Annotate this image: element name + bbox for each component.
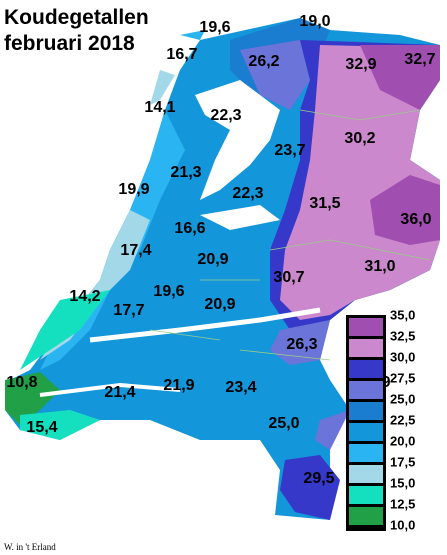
station-value: 19,6 [153,283,184,300]
station-value: 32,7 [404,51,435,68]
title-line: Koudegetallen [4,6,149,29]
station-value: 29,5 [303,470,334,487]
legend-label: 27,5 [390,370,415,385]
map-shapes [5,18,440,520]
legend-swatch [349,318,383,336]
legend-label: 35,0 [390,307,415,322]
station-value: 19,6 [199,19,230,36]
station-value: 21,9 [163,377,194,394]
station-value: 23,7 [274,142,305,159]
legend-swatch [349,381,383,399]
legend-label: 32,5 [390,328,415,343]
legend-swatch [349,360,383,378]
station-value: 21,3 [170,164,201,181]
station-value: 23,4 [225,379,256,396]
station-value: 19,0 [299,13,330,30]
station-value: 14,2 [69,288,100,305]
legend: 35,0 32,5 30,0 27,5 25,0 22,5 20,0 17,5 15,0 12,5… [346,307,415,532]
legend-label: 25,0 [390,391,415,406]
station-value: 21,4 [104,384,135,401]
legend-swatch [349,507,383,525]
station-value: 30,7 [273,269,304,286]
legend-label: 30,0 [390,349,415,364]
station-value: 36,0 [400,211,431,228]
station-value: 30,2 [344,130,375,147]
station-value: 26,2 [248,53,279,70]
station-value: 16,7 [166,46,197,63]
station-labels: 19,6 19,0 16,7 26,2 32,9 32,7 14,1 22,3 23,7 30,2… [6,13,435,487]
station-value: 31,0 [364,258,395,275]
station-value: 31,5 [309,195,340,212]
station-value: 15,4 [26,419,57,436]
station-value: 22,3 [210,107,241,124]
legend-swatch [349,402,383,420]
station-value: 17,7 [113,302,144,319]
credit: W. in 't Erland [4,542,56,552]
legend-swatch [349,486,383,504]
station-value: 20,9 [197,251,228,268]
station-value: 26,3 [286,336,317,353]
station-value: 17,4 [120,242,151,259]
legend-label: 10,0 [390,517,415,532]
station-value: 16,6 [174,220,205,237]
station-value: 19,9 [118,181,149,198]
legend-label: 22,5 [390,412,415,427]
station-value: 22,3 [232,185,263,202]
legend-label: 12,5 [390,496,415,511]
legend-swatch [349,444,383,462]
station-value: 14,1 [144,99,175,116]
station-value: 32,9 [345,56,376,73]
title-line: februari 2018 [4,32,135,55]
legend-label: 15,0 [390,475,415,490]
station-value: 20,9 [204,296,235,313]
station-value: 10,8 [6,374,37,391]
legend-swatch [349,465,383,483]
legend-label: 17,5 [390,454,415,469]
legend-swatch [349,339,383,357]
legend-label: 20,0 [390,433,415,448]
station-value: 25,0 [268,415,299,432]
legend-swatch [349,423,383,441]
